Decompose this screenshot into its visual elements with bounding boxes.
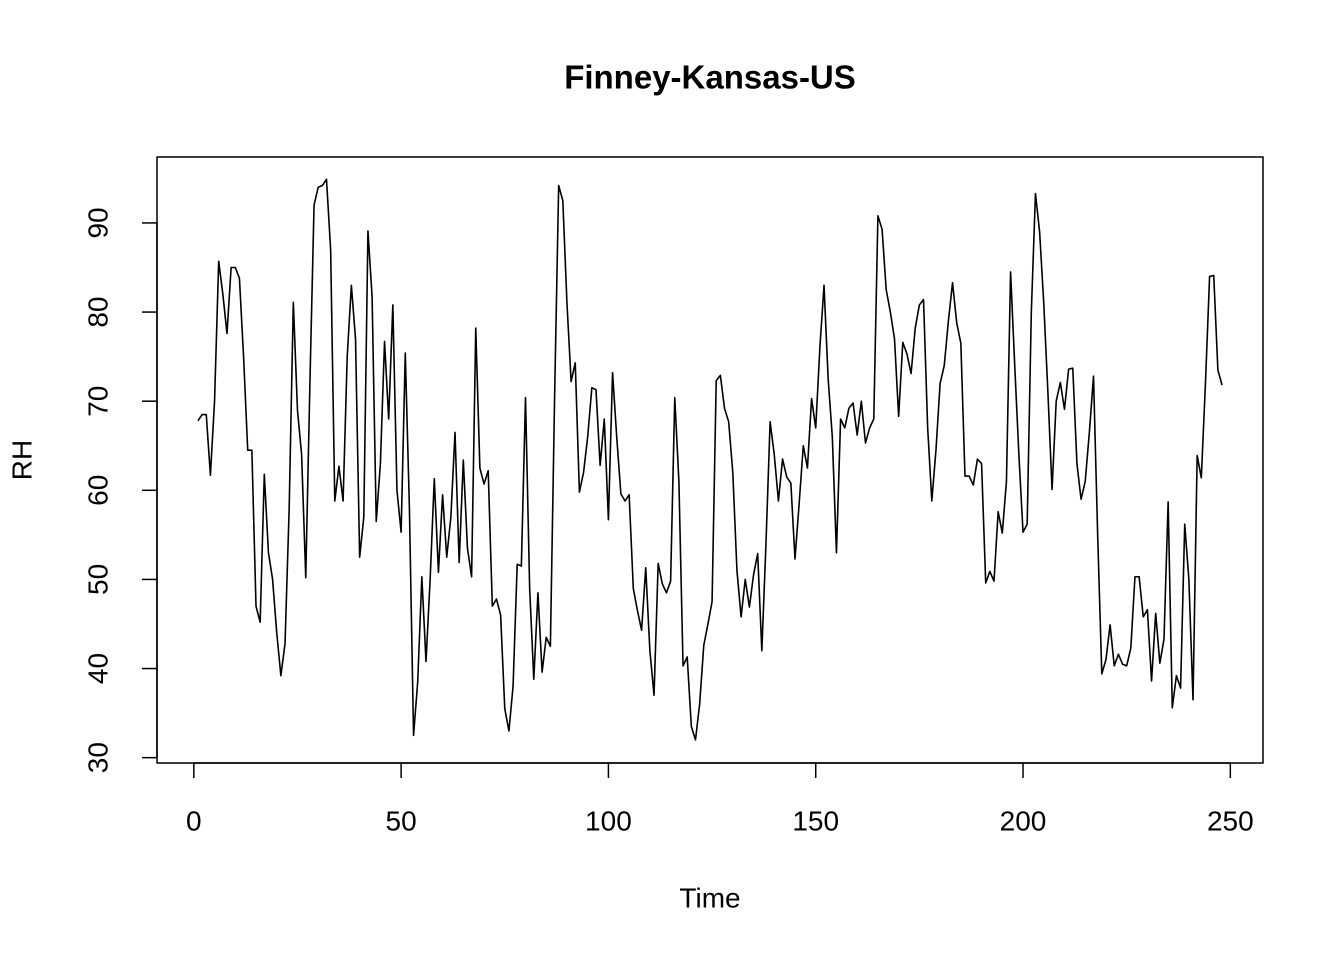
x-tick-label: 150 xyxy=(792,805,839,836)
y-tick-label: 60 xyxy=(82,475,113,506)
y-tick-label: 90 xyxy=(82,207,113,238)
x-tick-label: 0 xyxy=(186,805,202,836)
x-tick-label: 100 xyxy=(585,805,632,836)
y-tick-label: 40 xyxy=(82,653,113,684)
x-tick-label: 50 xyxy=(386,805,417,836)
plot-frame xyxy=(156,156,1264,764)
y-tick-label: 50 xyxy=(82,564,113,595)
y-tick-label: 80 xyxy=(82,296,113,327)
x-tick-label: 200 xyxy=(1000,805,1047,836)
y-axis-label: RH xyxy=(6,440,37,480)
y-tick-label: 30 xyxy=(82,742,113,773)
series-line xyxy=(197,178,1223,741)
x-axis-label: Time xyxy=(679,882,740,913)
x-tick-label: 250 xyxy=(1207,805,1254,836)
chart-title: Finney-Kansas-US xyxy=(564,59,856,96)
y-tick-label: 70 xyxy=(82,386,113,417)
